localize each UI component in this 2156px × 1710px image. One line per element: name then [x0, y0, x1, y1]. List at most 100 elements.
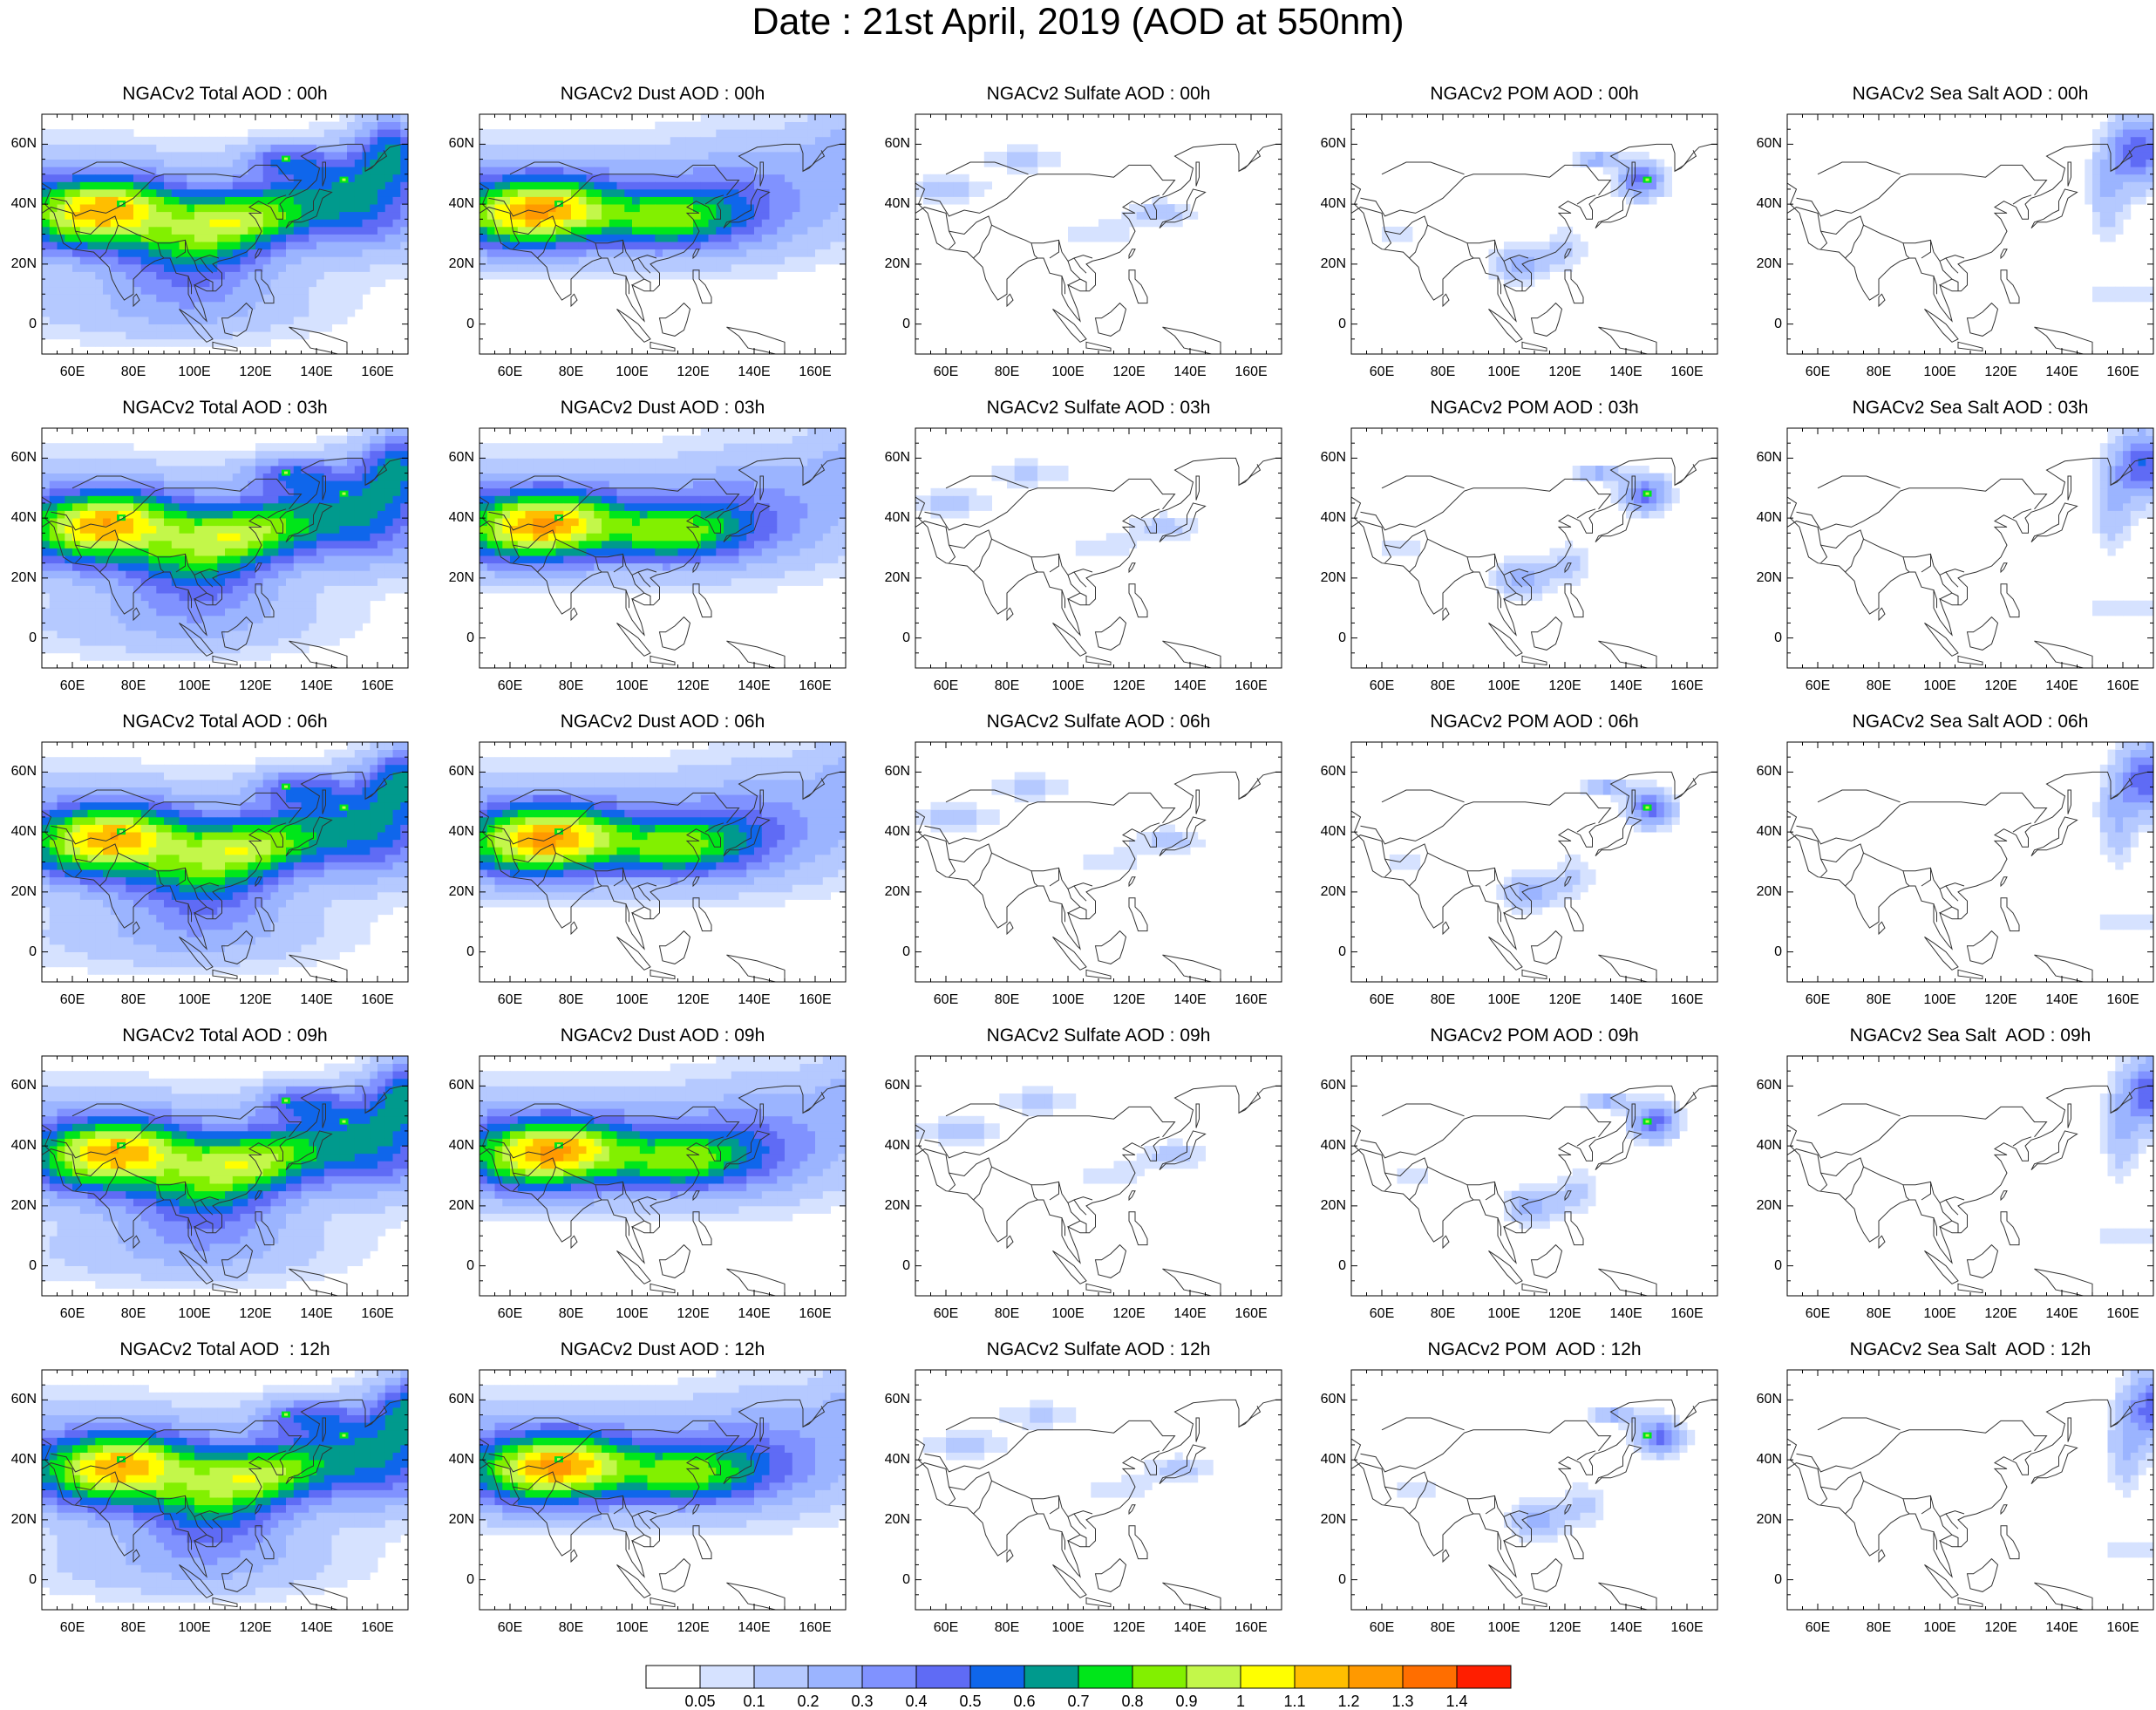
aod-cell: [187, 167, 194, 174]
aod-cell: [393, 219, 401, 227]
aod-cell: [487, 197, 495, 205]
aod-cell: [724, 181, 731, 189]
aod-cell: [693, 488, 701, 496]
aod-cell: [194, 189, 202, 197]
aod-cell: [95, 488, 103, 496]
aod-cell: [286, 451, 294, 459]
aod-cell: [502, 264, 510, 272]
aod-cell: [65, 227, 72, 235]
aod-cell: [709, 548, 717, 556]
aod-cell: [355, 242, 363, 249]
aod-cell: [156, 160, 164, 167]
aod-cell: [309, 638, 316, 646]
aod-cell: [663, 518, 670, 526]
island-outline: [1958, 342, 1983, 351]
aod-cell: [400, 466, 408, 473]
aod-cell: [80, 272, 88, 280]
aod-cell: [156, 473, 164, 481]
lon-tick-label: 60E: [1796, 364, 1840, 380]
aod-cell: [309, 242, 316, 249]
aod-cell: [294, 227, 302, 235]
aod-cell: [502, 563, 510, 571]
aod-cell: [156, 204, 164, 212]
aod-cell: [225, 287, 233, 295]
aod-cell: [164, 638, 172, 646]
aod-cell: [126, 144, 133, 152]
aod-cell: [640, 466, 648, 473]
aod-cell: [2146, 129, 2153, 137]
aod-cell: [347, 272, 355, 280]
aod-cell: [217, 160, 225, 167]
aod-cell: [88, 129, 96, 137]
aod-cell: [602, 443, 609, 451]
aod-cell: [709, 264, 717, 272]
aod-cell: [701, 451, 709, 459]
aod-cell: [103, 473, 111, 481]
aod-cell: [156, 548, 164, 556]
aod-cell: [339, 219, 347, 227]
aod-cell: [2115, 122, 2123, 130]
aod-cell: [347, 466, 355, 473]
aod-cell: [724, 473, 731, 481]
aod-cell: [241, 511, 248, 519]
aod-cell: [731, 443, 739, 451]
aod-cell: [2100, 212, 2108, 220]
aod-cell: [58, 249, 65, 257]
aod-cell: [119, 541, 126, 548]
aod-cell: [1404, 227, 1412, 235]
aod-cell: [571, 137, 579, 145]
aod-cell: [770, 189, 778, 197]
aod-cell: [1015, 152, 1023, 160]
aod-cell: [80, 219, 88, 227]
aod-cell: [294, 204, 302, 212]
aod-cell: [746, 152, 754, 160]
aod-cell: [1091, 235, 1098, 242]
aod-cell: [962, 181, 969, 189]
aod-cell: [571, 189, 579, 197]
aod-cell: [302, 555, 309, 563]
aod-cell: [1520, 242, 1527, 249]
aod-cell: [187, 511, 194, 519]
aod-cell: [1167, 204, 1175, 212]
aod-cell: [363, 548, 371, 556]
aod-cell: [88, 601, 96, 609]
aod-cell: [80, 511, 88, 519]
aod-cell: [248, 586, 255, 594]
aod-cell: [95, 593, 103, 601]
aod-cell: [663, 443, 670, 451]
aod-cell: [2146, 144, 2153, 152]
aod-cell: [602, 548, 609, 556]
aod-cell: [609, 129, 617, 137]
aod-cell: [670, 480, 678, 488]
aod-cell: [385, 541, 393, 548]
aod-cell: [709, 518, 717, 526]
aod-cell: [655, 212, 663, 220]
aod-cell: [241, 181, 248, 189]
aod-cell: [363, 264, 371, 272]
aod-cell: [80, 503, 88, 511]
aod-cell: [255, 242, 263, 249]
aod-cell: [1023, 160, 1030, 167]
aod-cell: [518, 272, 526, 280]
aod-cell: [58, 137, 65, 145]
aod-cell: [332, 174, 340, 182]
aod-cell: [746, 219, 754, 227]
aod-cell: [685, 256, 693, 264]
aod-cell: [164, 488, 172, 496]
aod-cell: [563, 174, 571, 182]
aod-cell: [594, 144, 602, 152]
aod-cell: [716, 242, 724, 249]
lat-tick-label: 60N: [2, 450, 37, 466]
aod-cell: [133, 451, 141, 459]
aod-cell: [594, 503, 602, 511]
aod-cell: [716, 436, 724, 444]
aod-cell: [126, 548, 133, 556]
country-border: [1361, 165, 1611, 216]
aod-cell: [80, 623, 88, 630]
aod-cell: [316, 256, 324, 264]
aod-cell: [716, 511, 724, 519]
aod-cell: [187, 623, 194, 630]
aod-cell: [400, 129, 408, 137]
aod-cell: [502, 272, 510, 280]
aod-cell: [2131, 137, 2139, 145]
